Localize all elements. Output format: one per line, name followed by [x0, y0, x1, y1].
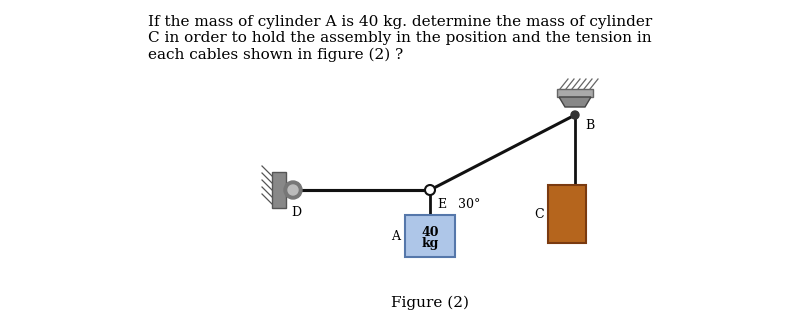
FancyBboxPatch shape: [405, 215, 455, 257]
FancyBboxPatch shape: [548, 185, 586, 243]
Circle shape: [571, 111, 579, 119]
FancyBboxPatch shape: [272, 172, 286, 208]
Text: 40: 40: [422, 225, 438, 238]
Text: 30°: 30°: [458, 198, 480, 211]
Text: D: D: [291, 206, 301, 219]
Text: C: C: [534, 207, 544, 221]
Text: B: B: [585, 119, 594, 132]
Text: E: E: [437, 198, 446, 211]
Circle shape: [288, 185, 298, 195]
Text: A: A: [391, 230, 400, 243]
Circle shape: [284, 181, 302, 199]
FancyBboxPatch shape: [557, 89, 593, 97]
Text: If the mass of cylinder A is 40 kg. determine the mass of cylinder
C in order to: If the mass of cylinder A is 40 kg. dete…: [148, 15, 652, 62]
Text: Figure (2): Figure (2): [391, 296, 469, 310]
Text: kg: kg: [422, 236, 438, 249]
Circle shape: [425, 185, 435, 195]
Polygon shape: [559, 97, 591, 107]
